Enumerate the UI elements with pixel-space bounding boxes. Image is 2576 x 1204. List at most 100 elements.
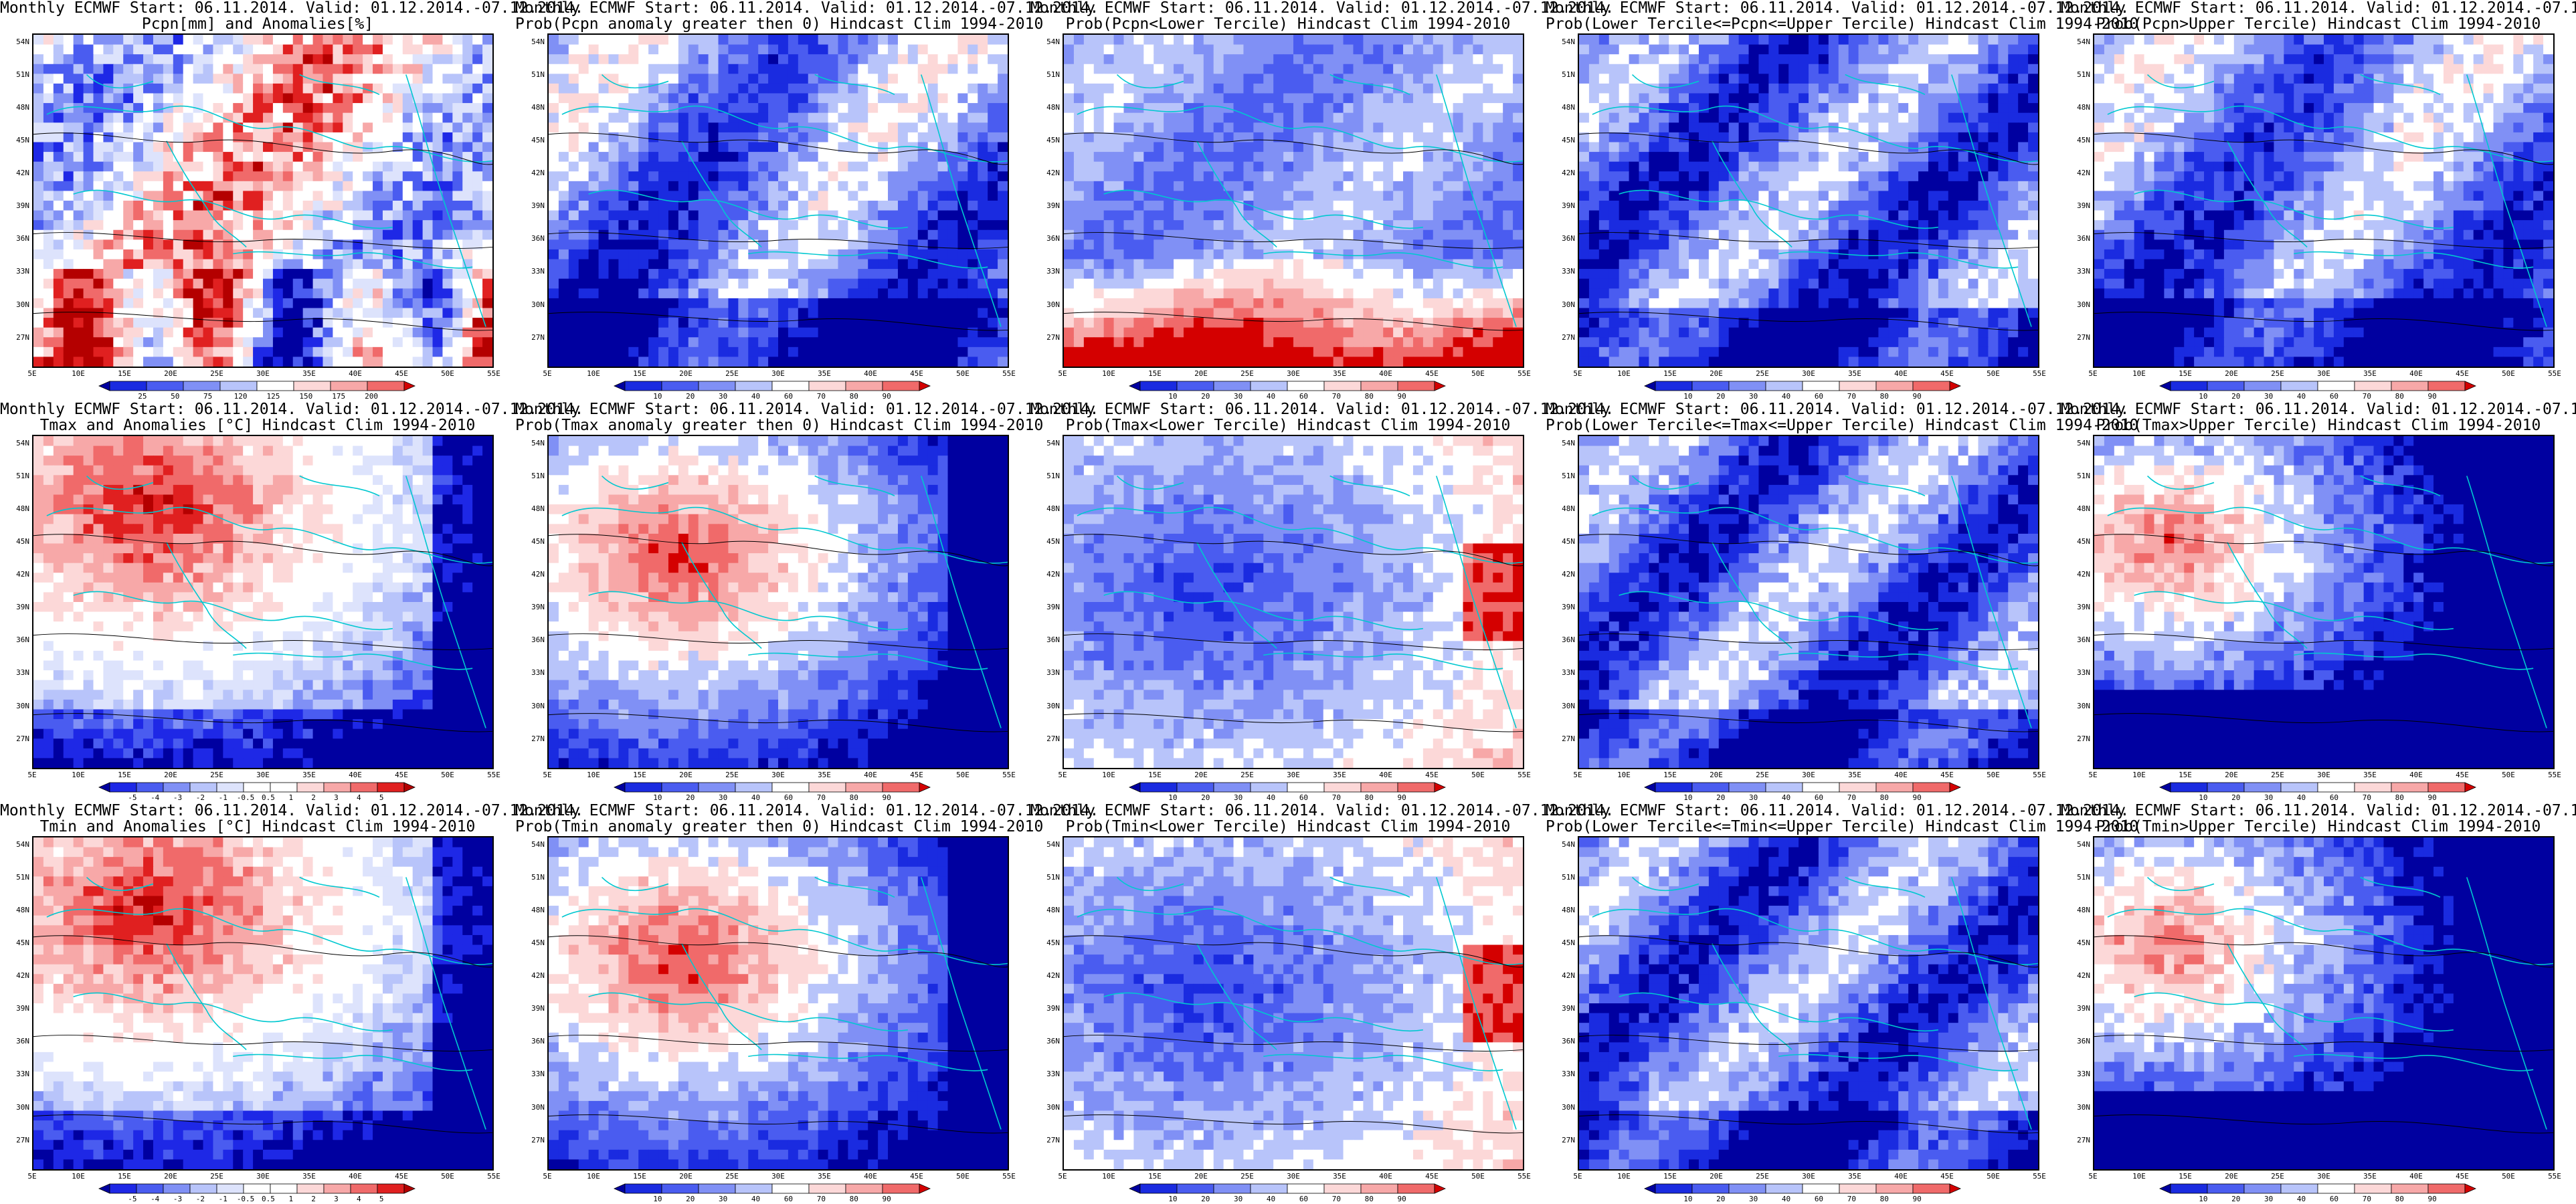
map-title-line2: Prob(Pcpn<Lower Tercile) Hindcast Clim 1… — [1030, 16, 1546, 32]
longitude-tick-label: 35E — [1841, 1172, 1868, 1181]
map-title-line1: Monthly ECMWF Start: 06.11.2014. Valid: … — [2061, 803, 2576, 819]
longitude-tick-label: 5E — [19, 771, 45, 779]
latitude-tick-label: 51N — [2066, 472, 2090, 480]
latitude-tick-label: 30N — [5, 702, 29, 710]
longitude-tick-label: 50E — [949, 771, 976, 779]
map-panel: Monthly ECMWF Start: 06.11.2014. Valid: … — [1030, 803, 1614, 1204]
longitude-tick-label: 15E — [2172, 1172, 2199, 1181]
longitude-tick-label: 10E — [580, 1172, 607, 1181]
colorbar-tick-label: 70 — [1838, 392, 1865, 401]
longitude-tick-label: 15E — [2172, 369, 2199, 378]
colorbar-tick-label: 80 — [1871, 392, 1898, 401]
map-field-shading — [1579, 837, 2038, 1169]
longitude-tick-label: 20E — [2218, 369, 2245, 378]
longitude-tick-label: 45E — [1418, 1172, 1445, 1181]
map-plot — [1063, 435, 1524, 769]
longitude-tick-label: 40E — [857, 771, 884, 779]
longitude-tick-label: 35E — [2357, 369, 2383, 378]
longitude-tick-label: 35E — [811, 771, 838, 779]
longitude-tick-label: 45E — [903, 771, 930, 779]
latitude-tick-label: 48N — [1036, 504, 1060, 513]
longitude-tick-label: 20E — [1188, 1172, 1214, 1181]
latitude-tick-label: 51N — [521, 472, 545, 480]
latitude-tick-label: 36N — [521, 234, 545, 243]
latitude-tick-label: 48N — [1551, 103, 1575, 112]
colorbar — [1129, 1183, 1451, 1195]
colorbar-tick-label: 70 — [808, 793, 834, 802]
latitude-tick-label: 48N — [1036, 103, 1060, 112]
colorbar — [2159, 782, 2481, 793]
longitude-tick-label: 15E — [626, 1172, 653, 1181]
latitude-tick-label: 51N — [521, 70, 545, 79]
latitude-tick-label: 51N — [1551, 472, 1575, 480]
latitude-tick-label: 54N — [5, 840, 29, 849]
map-plot — [2093, 435, 2555, 769]
longitude-tick-label: 55E — [1511, 1172, 1538, 1181]
longitude-tick-label: 25E — [2264, 369, 2291, 378]
longitude-tick-label: 15E — [1657, 369, 1683, 378]
map-title: Monthly ECMWF Start: 06.11.2014. Valid: … — [1030, 0, 1614, 32]
colorbar-tick-label: 20 — [677, 1195, 704, 1203]
longitude-tick-label: 25E — [1749, 771, 1776, 779]
map-plot — [547, 836, 1009, 1171]
map-title-line1: Monthly ECMWF Start: 06.11.2014. Valid: … — [1546, 803, 2129, 819]
map-plot — [1578, 435, 2039, 769]
map-title: Monthly ECMWF Start: 06.11.2014. Valid: … — [0, 803, 583, 835]
latitude-tick-label: 51N — [5, 472, 29, 480]
longitude-tick-label: 20E — [1703, 369, 1730, 378]
colorbar-tick-label: 1 — [278, 793, 304, 802]
colorbar-tick-label: 60 — [1290, 1195, 1317, 1203]
colorbar-tick-label: 20 — [1192, 392, 1219, 401]
longitude-tick-label: 5E — [1049, 1172, 1076, 1181]
map-field-shading — [549, 837, 1008, 1169]
map-plot — [1063, 836, 1524, 1171]
colorbar — [1644, 782, 1966, 793]
colorbar — [2159, 381, 2481, 392]
colorbar-tick-label: 60 — [2320, 392, 2347, 401]
map-title: Monthly ECMWF Start: 06.11.2014. Valid: … — [0, 0, 583, 32]
latitude-tick-label: 27N — [1551, 1136, 1575, 1144]
map-title-line1: Monthly ECMWF Start: 06.11.2014. Valid: … — [515, 0, 1099, 16]
latitude-tick-label: 33N — [2066, 668, 2090, 677]
latitude-tick-label: 39N — [2066, 603, 2090, 611]
colorbar-tick-label: 10 — [1160, 1195, 1186, 1203]
longitude-tick-label: 5E — [1049, 771, 1076, 779]
longitude-tick-label: 30E — [1795, 369, 1822, 378]
latitude-tick-label: 30N — [1036, 702, 1060, 710]
longitude-tick-label: 5E — [1564, 1172, 1591, 1181]
map-title-line1: Monthly ECMWF Start: 06.11.2014. Valid: … — [0, 401, 583, 417]
latitude-tick-label: 30N — [521, 702, 545, 710]
colorbar-tick-label: 75 — [195, 392, 221, 401]
longitude-tick-label: 40E — [342, 771, 369, 779]
map-panel: Monthly ECMWF Start: 06.11.2014. Valid: … — [2061, 803, 2576, 1204]
colorbar-tick-label: 40 — [1258, 1195, 1285, 1203]
colorbar-tick-label: 80 — [1356, 392, 1382, 401]
colorbar-tick-label: 40 — [743, 1195, 769, 1203]
colorbar-tick-label: 60 — [2320, 1195, 2347, 1203]
longitude-tick-label: 10E — [1095, 369, 1122, 378]
colorbar-tick-label: 30 — [2256, 793, 2282, 802]
longitude-tick-label: 25E — [719, 369, 745, 378]
colorbar-tick-label: 90 — [2419, 1195, 2446, 1203]
longitude-tick-label: 15E — [1657, 771, 1683, 779]
longitude-tick-label: 35E — [296, 1172, 323, 1181]
longitude-tick-label: 15E — [2172, 771, 2199, 779]
latitude-tick-label: 33N — [521, 267, 545, 276]
colorbar-tick-label: 90 — [1904, 793, 1930, 802]
latitude-tick-label: 39N — [1551, 1004, 1575, 1013]
colorbar-tick-label: 40 — [1773, 1195, 1800, 1203]
colorbar-tick-label: 60 — [1805, 392, 1832, 401]
colorbar-tick-label: 20 — [677, 392, 704, 401]
map-plot — [32, 33, 494, 368]
colorbar-tick-label: 125 — [260, 392, 286, 401]
longitude-tick-label: 25E — [1749, 1172, 1776, 1181]
colorbar-tick-label: -0.5 — [232, 1195, 259, 1203]
longitude-tick-label: 20E — [157, 1172, 184, 1181]
latitude-tick-label: 54N — [1551, 37, 1575, 46]
longitude-tick-label: 35E — [296, 771, 323, 779]
latitude-tick-label: 48N — [2066, 504, 2090, 513]
latitude-tick-label: 39N — [5, 1004, 29, 1013]
longitude-tick-label: 50E — [2495, 369, 2522, 378]
colorbar-tick-label: 70 — [808, 392, 834, 401]
